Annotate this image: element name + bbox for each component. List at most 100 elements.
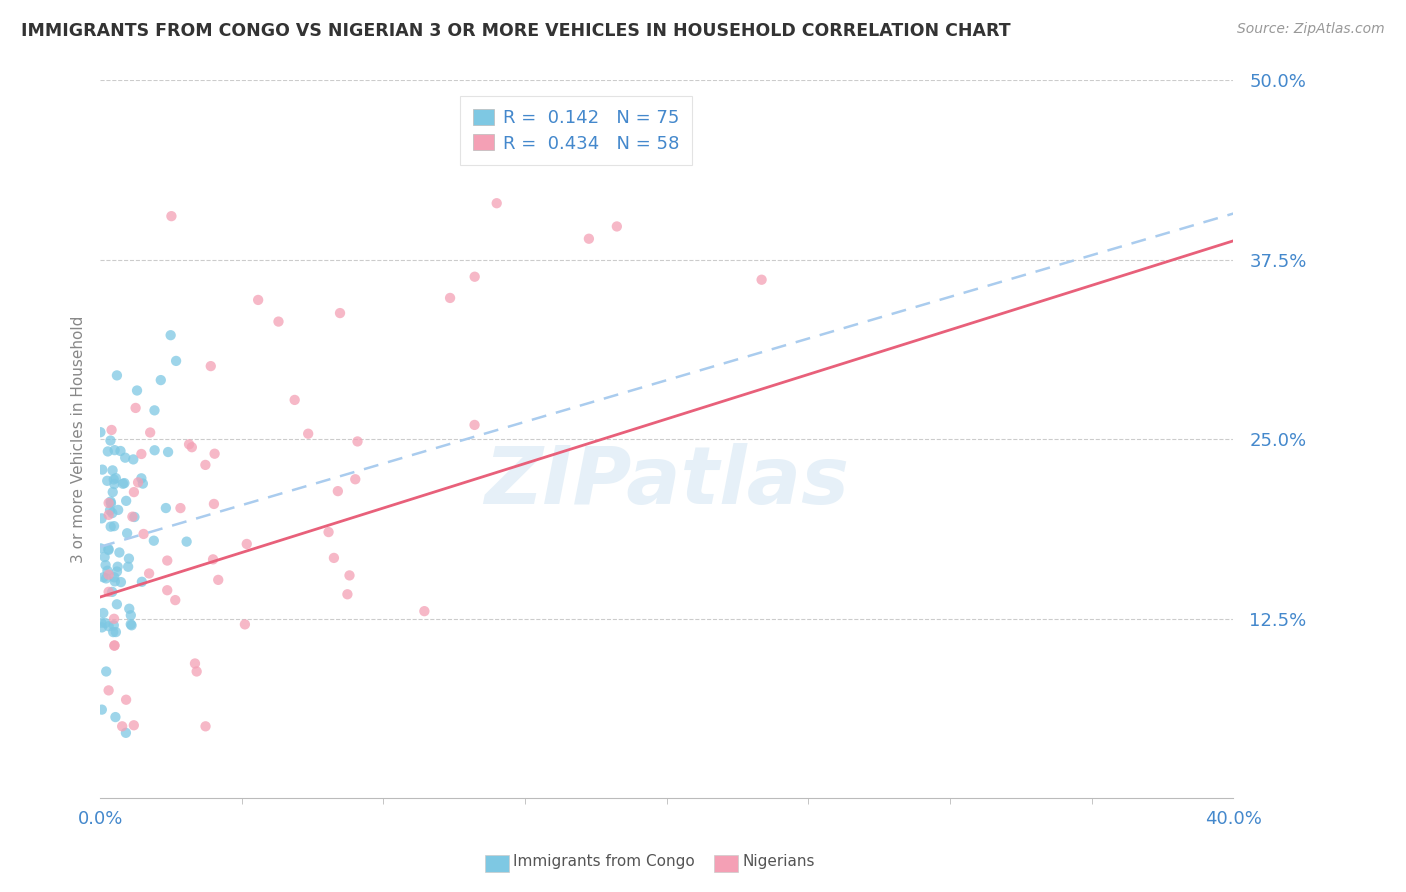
Point xyxy=(96,474,118,488)
Point xyxy=(132,476,155,491)
Point xyxy=(329,306,352,320)
Point xyxy=(100,496,122,510)
Point xyxy=(122,452,145,467)
Point xyxy=(103,618,125,632)
Point xyxy=(90,615,112,630)
Point xyxy=(336,587,359,601)
Point xyxy=(115,493,138,508)
Point xyxy=(100,519,122,533)
Point xyxy=(104,625,127,640)
Point xyxy=(160,209,183,223)
Point xyxy=(122,485,145,500)
Point xyxy=(103,519,125,533)
Point xyxy=(111,476,134,491)
Point xyxy=(90,620,112,634)
Point xyxy=(103,570,125,584)
Point xyxy=(121,618,143,632)
Point xyxy=(180,440,202,454)
Point xyxy=(413,604,436,618)
Point xyxy=(247,293,270,307)
Point xyxy=(97,543,120,558)
Point xyxy=(233,617,256,632)
Point xyxy=(104,471,127,485)
Text: ZIPatlas: ZIPatlas xyxy=(484,443,849,521)
Point xyxy=(155,501,177,516)
Point xyxy=(115,526,138,541)
Point xyxy=(284,392,307,407)
Point xyxy=(751,273,773,287)
Point xyxy=(118,601,141,615)
Point xyxy=(101,463,124,477)
Point xyxy=(131,574,153,589)
Point xyxy=(97,508,120,522)
Point xyxy=(207,573,229,587)
Point xyxy=(120,617,142,632)
Point xyxy=(111,719,134,733)
Point xyxy=(103,612,125,626)
Point xyxy=(114,450,136,465)
Point xyxy=(97,541,120,556)
Point xyxy=(94,571,117,585)
Point xyxy=(100,423,122,437)
Point xyxy=(107,559,129,574)
Point xyxy=(105,597,128,611)
Point xyxy=(118,551,141,566)
Point xyxy=(101,485,124,500)
Point xyxy=(103,477,125,491)
Point xyxy=(112,476,135,491)
Point xyxy=(177,437,200,451)
Text: Nigerians: Nigerians xyxy=(742,854,815,869)
Text: Immigrants from Congo: Immigrants from Congo xyxy=(513,854,695,869)
Legend: R =  0.142   N = 75, R =  0.434   N = 58: R = 0.142 N = 75, R = 0.434 N = 58 xyxy=(460,96,692,165)
Point xyxy=(202,497,225,511)
Point xyxy=(115,692,138,706)
Point xyxy=(165,354,187,368)
Point xyxy=(124,510,146,524)
Point xyxy=(156,583,179,598)
Point xyxy=(93,549,115,564)
Point xyxy=(90,703,112,717)
Point xyxy=(131,471,153,485)
Point xyxy=(97,585,120,599)
Point xyxy=(96,564,118,578)
Point xyxy=(143,403,166,417)
Point xyxy=(169,501,191,516)
Point xyxy=(125,384,148,398)
Point xyxy=(194,458,217,472)
Point xyxy=(578,232,600,246)
Point xyxy=(165,593,187,607)
Point xyxy=(326,484,349,499)
Point xyxy=(464,417,486,432)
Point xyxy=(93,570,115,584)
Point xyxy=(121,509,143,524)
Point xyxy=(139,425,162,440)
Point xyxy=(339,568,361,582)
Point xyxy=(101,585,124,599)
Point xyxy=(186,665,208,679)
Point xyxy=(131,447,153,461)
Point xyxy=(110,575,132,590)
Point xyxy=(104,574,127,589)
Point xyxy=(202,552,225,566)
Point xyxy=(108,545,131,559)
Point xyxy=(184,657,207,671)
Point xyxy=(103,638,125,652)
Text: Source: ZipAtlas.com: Source: ZipAtlas.com xyxy=(1237,22,1385,37)
Point xyxy=(318,525,340,540)
Point xyxy=(143,443,166,458)
Point xyxy=(97,619,120,633)
Point xyxy=(127,475,149,490)
Point xyxy=(267,315,290,329)
Point xyxy=(103,472,125,486)
Point xyxy=(464,269,486,284)
Point xyxy=(90,511,112,525)
Point xyxy=(105,368,128,383)
Point xyxy=(91,462,114,476)
Point xyxy=(344,472,367,486)
Point xyxy=(200,359,222,373)
Point xyxy=(132,527,155,541)
Point xyxy=(100,434,122,448)
Point xyxy=(104,443,127,458)
Point xyxy=(115,726,138,740)
Point xyxy=(107,503,129,517)
